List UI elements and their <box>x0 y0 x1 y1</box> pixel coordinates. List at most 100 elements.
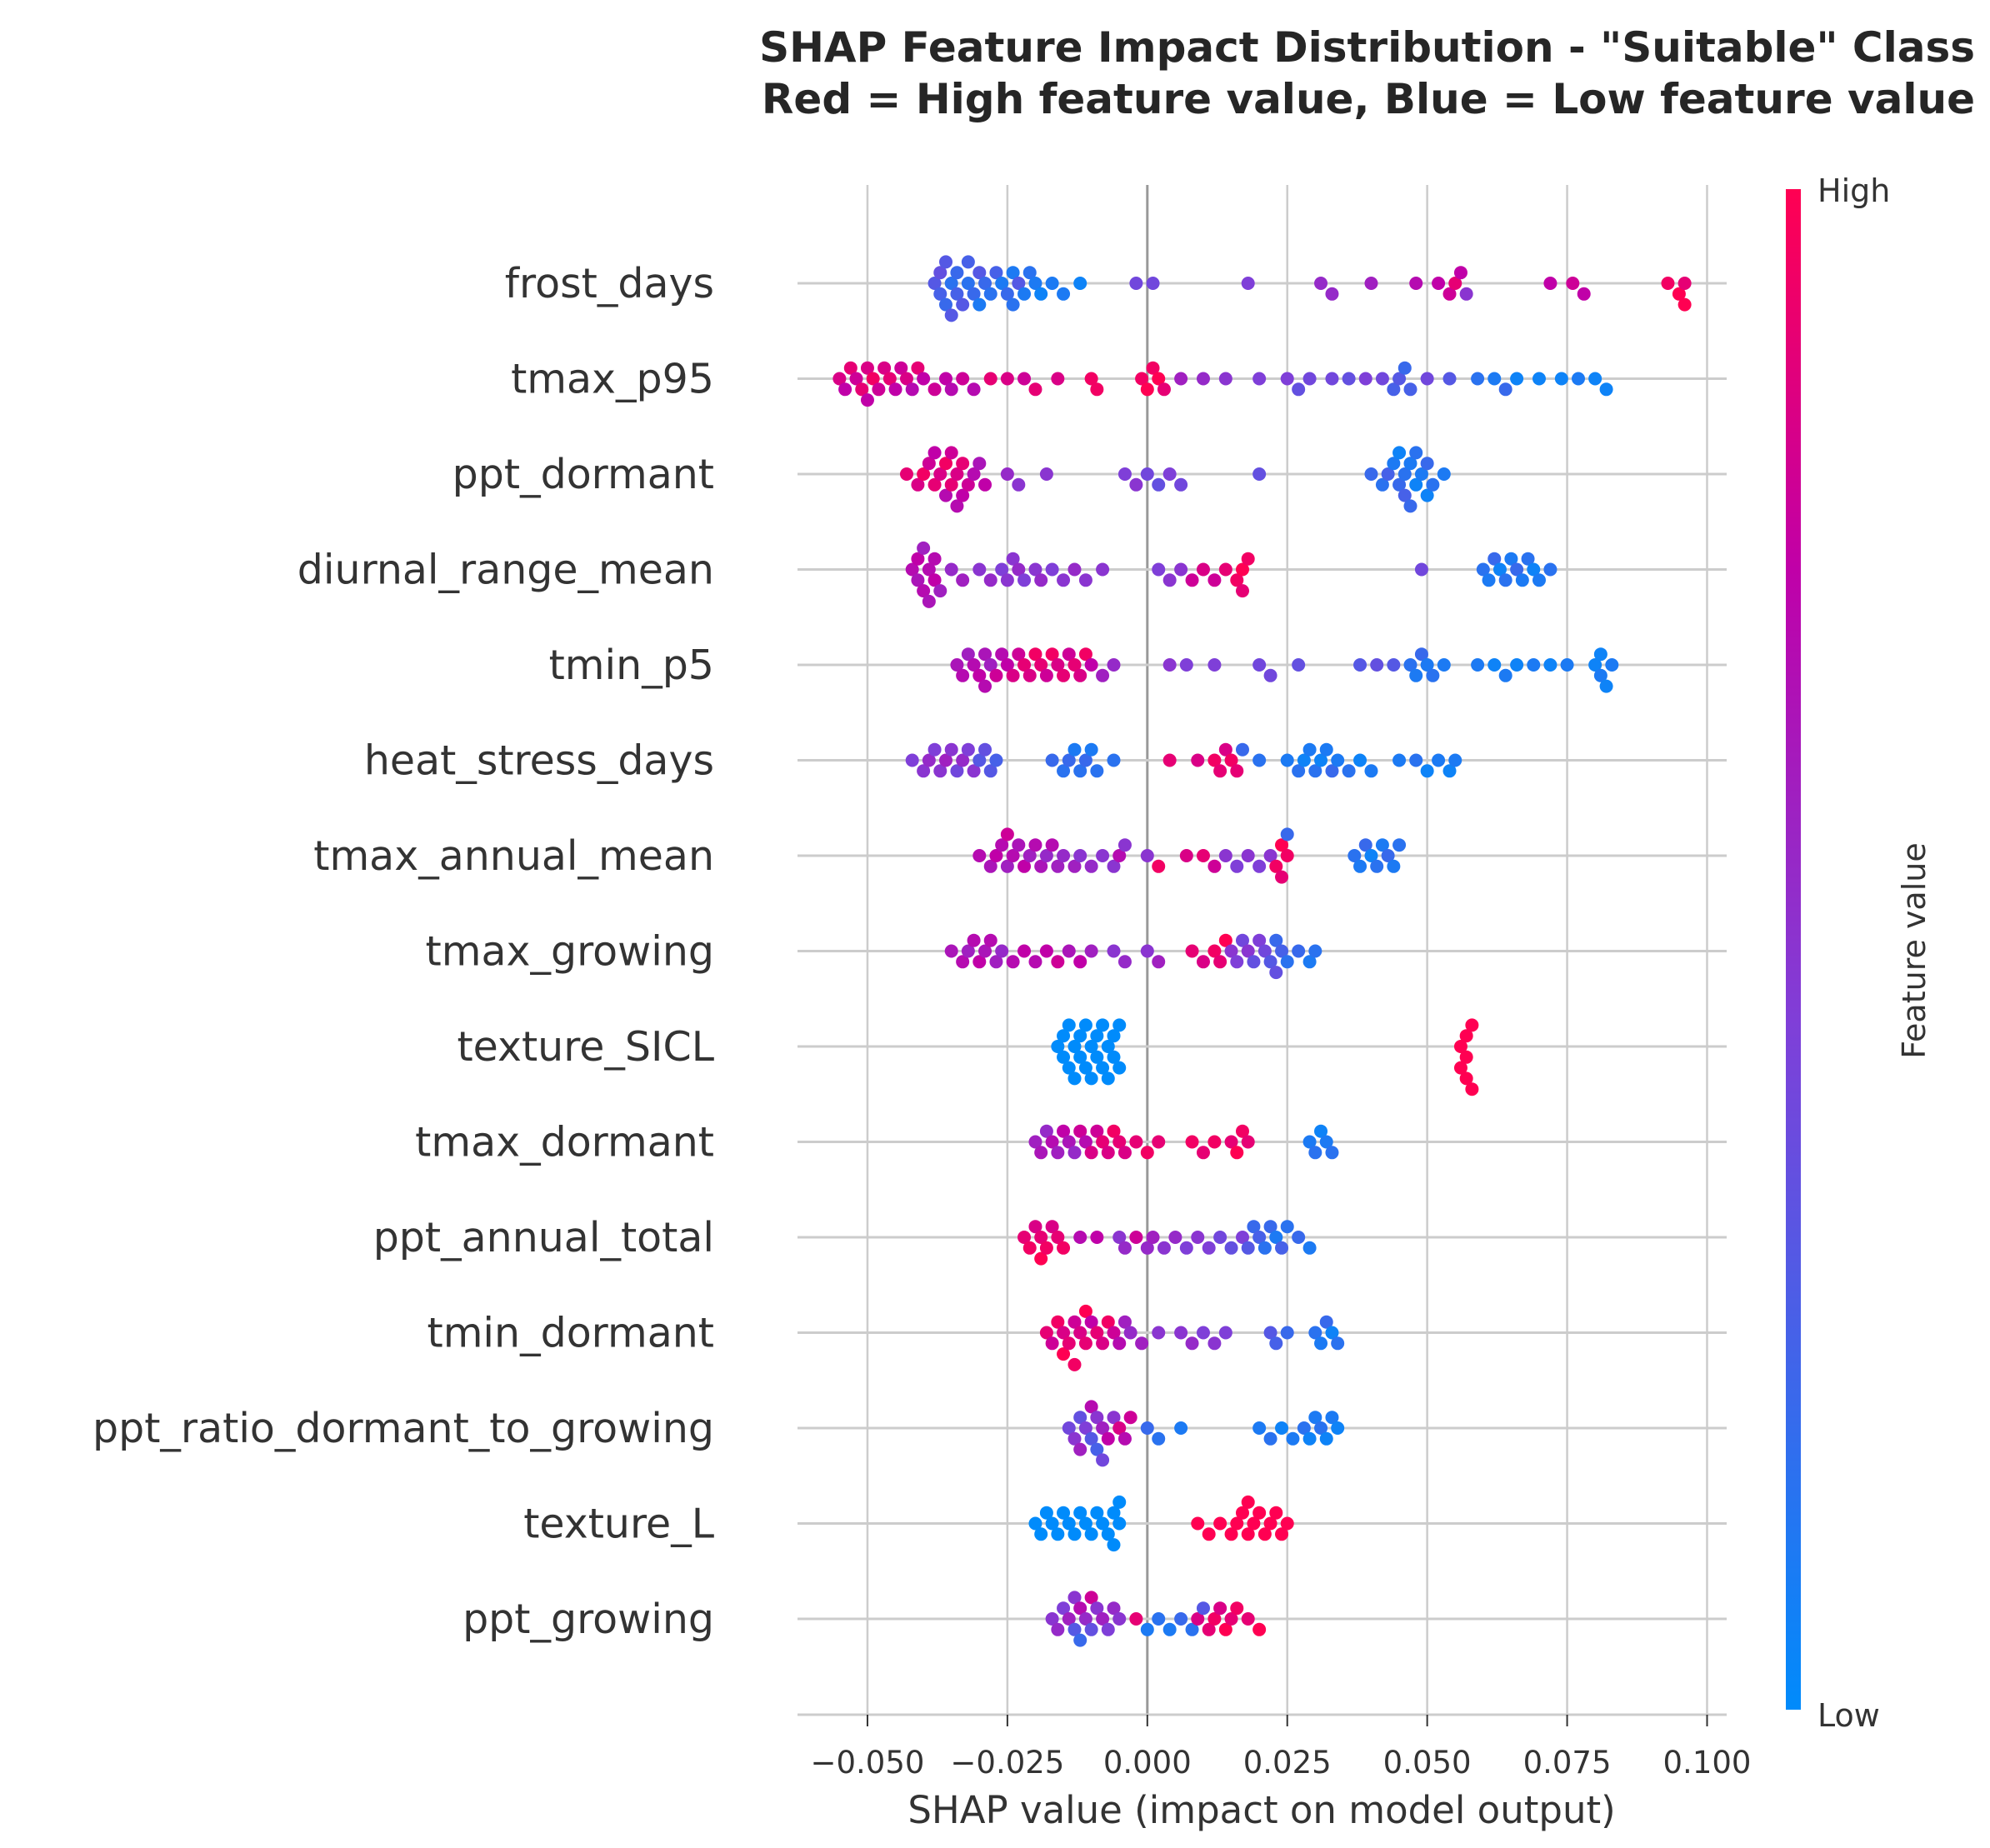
data-point <box>1235 584 1249 598</box>
data-point <box>1459 1050 1473 1064</box>
data-point <box>1510 372 1524 386</box>
data-point <box>978 742 992 757</box>
data-point <box>1196 562 1210 577</box>
data-point <box>1213 1601 1228 1616</box>
data-point <box>978 679 992 693</box>
data-point <box>1012 562 1026 577</box>
data-point <box>1314 277 1328 290</box>
data-point <box>1090 1124 1104 1138</box>
data-point <box>1062 1135 1076 1149</box>
data-point <box>1062 1612 1076 1626</box>
data-point <box>989 849 1003 862</box>
data-point <box>1442 764 1457 778</box>
data-point <box>1118 838 1132 852</box>
data-point <box>928 573 942 587</box>
data-point <box>972 562 987 577</box>
data-point <box>1123 1326 1138 1340</box>
data-point <box>1605 658 1619 672</box>
data-point <box>922 457 936 471</box>
data-point <box>1375 372 1389 386</box>
data-point <box>1062 1421 1076 1435</box>
data-point <box>1039 1326 1053 1340</box>
data-point <box>1409 668 1423 682</box>
data-point <box>995 838 1009 852</box>
data-point <box>1392 477 1407 492</box>
feature-label: ppt_annual_total <box>373 1214 714 1261</box>
data-point <box>1073 1029 1088 1043</box>
data-point <box>1252 1622 1267 1636</box>
data-point <box>1051 1622 1065 1636</box>
data-point <box>1235 1231 1249 1244</box>
data-point <box>1314 1421 1328 1435</box>
data-point <box>1275 1527 1289 1541</box>
data-point <box>1162 573 1177 587</box>
data-point <box>1039 467 1053 481</box>
data-point <box>1409 753 1423 767</box>
data-point <box>1018 372 1032 386</box>
data-point <box>1045 1135 1059 1149</box>
data-point <box>933 467 948 481</box>
data-point <box>1364 764 1378 778</box>
data-point <box>1073 1411 1088 1425</box>
data-point <box>1370 859 1384 873</box>
data-point <box>1280 827 1294 842</box>
data-point <box>1353 658 1368 672</box>
data-point <box>1241 1612 1255 1626</box>
data-point <box>838 382 852 397</box>
data-point <box>1073 1231 1088 1244</box>
data-point <box>1028 382 1042 397</box>
data-point <box>1370 658 1384 672</box>
data-point <box>1162 1622 1177 1636</box>
data-point <box>1129 477 1143 492</box>
data-point <box>1073 1050 1088 1064</box>
data-point <box>1280 955 1294 969</box>
data-point <box>1543 562 1558 577</box>
data-point <box>1213 1231 1228 1244</box>
data-point <box>1112 849 1127 862</box>
data-point <box>1057 1347 1071 1361</box>
data-point <box>1012 838 1026 852</box>
data-point <box>1213 955 1228 969</box>
data-point <box>961 742 975 757</box>
data-point <box>1269 859 1283 873</box>
data-point <box>1068 1071 1082 1086</box>
data-point <box>1275 1421 1289 1435</box>
feature-label: heat_stress_days <box>364 737 714 785</box>
data-point <box>961 277 975 290</box>
data-point <box>995 277 1009 290</box>
data-point <box>1420 658 1434 672</box>
data-point <box>1078 1304 1092 1318</box>
data-point <box>917 467 931 481</box>
data-point <box>1000 573 1014 587</box>
data-point <box>1000 467 1014 481</box>
colorbar-title: Feature value <box>1896 842 1932 1058</box>
data-point <box>1292 764 1306 778</box>
data-point <box>1140 849 1154 862</box>
data-point <box>1202 1527 1216 1541</box>
data-point <box>1314 753 1328 767</box>
data-point <box>1314 1336 1328 1351</box>
data-point <box>1162 753 1177 767</box>
data-point <box>1437 467 1451 481</box>
data-point <box>1090 764 1104 778</box>
data-point <box>1191 1231 1205 1244</box>
data-point <box>1426 668 1440 682</box>
data-point <box>961 255 975 269</box>
data-point <box>872 382 886 397</box>
data-point <box>1152 1326 1166 1340</box>
data-point <box>956 955 970 969</box>
data-point <box>950 287 964 301</box>
data-point <box>956 753 970 767</box>
data-point <box>1331 1336 1345 1351</box>
data-point <box>1224 1612 1238 1626</box>
data-point <box>1118 955 1132 969</box>
data-point <box>1308 764 1322 778</box>
data-point <box>1325 372 1339 386</box>
data-point <box>1068 1622 1082 1636</box>
feature-label: frost_days <box>505 260 714 307</box>
data-point <box>1258 1241 1272 1255</box>
data-point <box>950 764 964 778</box>
data-point <box>1078 1421 1092 1435</box>
data-point <box>1129 1135 1143 1149</box>
data-point <box>1208 1135 1222 1149</box>
